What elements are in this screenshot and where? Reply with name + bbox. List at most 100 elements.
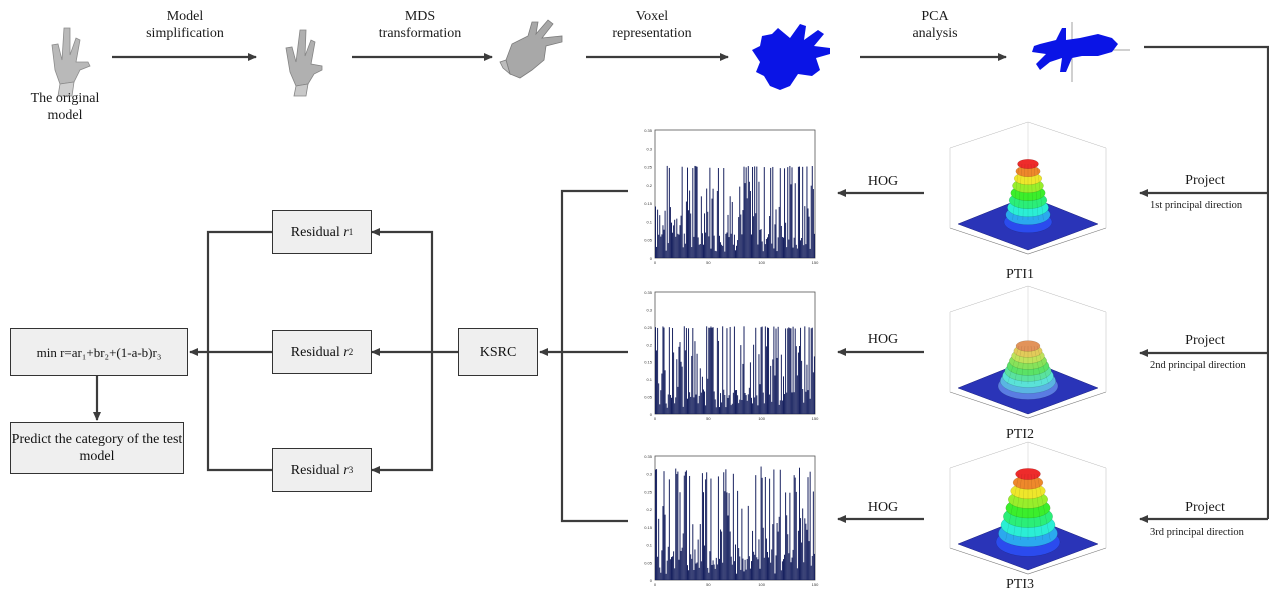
- step-voxel-label: Voxel representation: [592, 8, 712, 42]
- histogram-bar: [775, 555, 777, 580]
- histogram-bar: [697, 403, 699, 414]
- histogram-bar: [699, 524, 701, 580]
- histogram-bar: [712, 188, 714, 258]
- histogram-bar: [740, 569, 742, 580]
- histogram-bar: [735, 544, 736, 580]
- histogram-bar: [699, 244, 701, 258]
- step-pca-line1: PCA: [921, 9, 949, 24]
- histogram-bar: [777, 237, 779, 258]
- histogram-bar: [701, 233, 703, 258]
- histogram-bar: [806, 529, 808, 580]
- histogram-bar: [684, 350, 686, 414]
- histogram-bar: [664, 370, 666, 414]
- histogram-xtick-label: 100: [758, 582, 765, 587]
- histogram-bar: [709, 167, 711, 258]
- histogram-bar: [657, 209, 659, 258]
- histogram-bar: [685, 328, 687, 414]
- surface-wire-line: [1022, 163, 1026, 221]
- hog-histogram-1: 0.35 0.3 0.25 0.2 0.15 0.1 0.05 00 50 100 150: [644, 128, 819, 265]
- histogram-bar: [704, 391, 706, 414]
- min-formula-box: min r=ar₁+br₂+(1-a-b)r₃: [10, 328, 188, 376]
- histogram-bar: [744, 393, 746, 414]
- residual-2-label: Residual: [290, 344, 340, 360]
- histogram-bar: [688, 570, 690, 580]
- histogram-bar: [761, 326, 763, 414]
- histogram-bar: [742, 558, 744, 580]
- pti2-surface-plot: [949, 285, 1107, 419]
- histogram-bar: [721, 244, 723, 258]
- histogram-bar: [810, 185, 812, 258]
- histogram-bar: [717, 340, 719, 414]
- histogram-bar: [732, 392, 734, 414]
- histogram-bar: [785, 328, 787, 414]
- histogram-bar: [778, 404, 780, 414]
- histogram-bar: [677, 386, 679, 414]
- histogram-bar: [765, 238, 767, 258]
- histogram-ytick-label: 0.2: [646, 507, 652, 512]
- predict-category-box: Predict the category of the test model: [10, 422, 184, 474]
- histogram-bar: [682, 247, 684, 258]
- original-hand-model: [51, 27, 91, 97]
- histogram-bar: [725, 407, 727, 414]
- histogram-bar: [792, 549, 794, 580]
- histogram-bar: [698, 395, 700, 414]
- histogram-bar: [678, 559, 680, 580]
- surface-wire-line: [1012, 163, 1020, 221]
- histogram-bar: [674, 568, 676, 580]
- histogram-bar: [661, 550, 663, 580]
- histogram-bar: [802, 166, 804, 258]
- histogram-xtick-label: 150: [812, 416, 819, 421]
- histogram-bar: [795, 346, 797, 414]
- histogram-bar: [708, 236, 710, 258]
- histogram-bar: [719, 558, 720, 580]
- residual-1-label: Residual: [290, 224, 340, 240]
- histogram-bar: [691, 558, 693, 580]
- histogram-ytick-label: 0.3: [646, 146, 652, 151]
- histogram-bar: [707, 378, 709, 414]
- histogram-bar: [728, 237, 730, 258]
- histogram-bar: [655, 206, 656, 258]
- residual-3-label: Residual: [290, 462, 340, 478]
- histogram-bar: [761, 477, 763, 580]
- histogram-bar: [737, 395, 739, 414]
- histogram-ytick-label: 0.3: [646, 307, 652, 312]
- histogram-bar: [756, 166, 758, 258]
- histogram-bar: [655, 469, 656, 580]
- histogram-bar: [790, 328, 792, 414]
- histogram-bar: [668, 167, 670, 258]
- histogram-bar: [772, 359, 774, 414]
- histogram-bar: [809, 248, 811, 258]
- histogram-bar: [800, 240, 802, 258]
- histogram-bar: [804, 518, 806, 580]
- histogram-bar: [675, 397, 677, 414]
- histogram-bar: [739, 399, 741, 414]
- histogram-bar: [693, 569, 695, 580]
- surface-wire-line: [1033, 163, 1039, 221]
- histogram-ytick-label: 0.25: [644, 325, 653, 330]
- histogram-bar: [792, 326, 794, 414]
- histogram-bar: [722, 326, 724, 414]
- step-pca-line2: analysis: [912, 26, 958, 41]
- surface-wire-line: [1030, 345, 1036, 385]
- histogram-bar: [683, 326, 685, 414]
- histogram-bar: [762, 251, 764, 258]
- histogram-bar: [796, 568, 798, 580]
- original-model-label: The original model: [30, 91, 100, 123]
- pti2-label: PTI2: [1006, 427, 1034, 442]
- project-label-2: Project: [1185, 333, 1225, 348]
- histogram-bar: [655, 327, 656, 414]
- histogram-bar: [747, 166, 749, 258]
- histogram-bar: [684, 243, 686, 258]
- surface-contour-band: [1017, 159, 1039, 169]
- histogram-ytick-label: 0: [650, 578, 653, 583]
- project-label-1: Project: [1185, 173, 1225, 188]
- histogram-bar: [767, 327, 768, 414]
- histogram-bar: [684, 471, 686, 580]
- histogram-bar: [709, 551, 711, 580]
- histogram-bar: [786, 247, 788, 258]
- histogram-bar: [660, 390, 662, 414]
- histogram-bar: [713, 564, 715, 580]
- histogram-bar: [764, 477, 766, 580]
